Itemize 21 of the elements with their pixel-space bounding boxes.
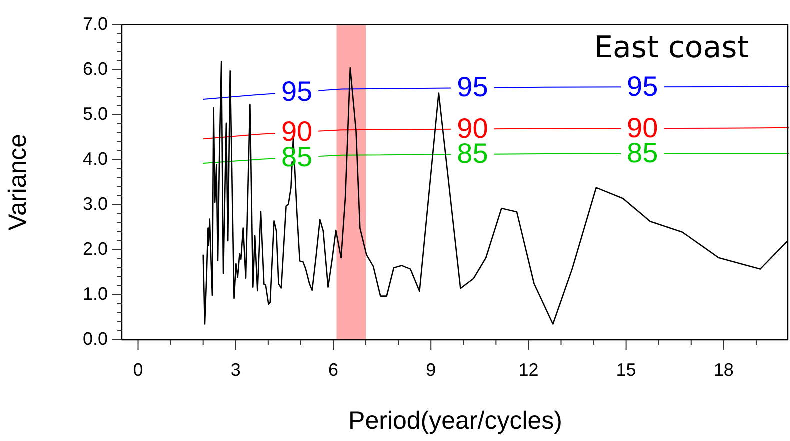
y-tick-label: 7.0 [82,14,108,34]
x-tick-label: 9 [426,360,436,380]
y-axis-title: Variance [4,134,32,231]
x-tick-label: 3 [230,360,241,380]
text: 95 [457,72,488,103]
chart-title: East coast [594,30,750,66]
y-tick-label: 4.0 [82,148,108,169]
x-tick-label: 6 [328,360,338,380]
series-label: 95 [281,76,313,107]
y-tick-label: 1.0 [82,284,108,304]
y-tick-label: 3.0 [82,194,108,214]
y-tick-label: 5.0 [82,104,108,124]
x-axis-title: Period(year/cycles) [348,406,562,435]
y-tick-label: 2.0 [82,238,108,259]
x-tick-label: 18 [714,360,734,380]
y-tick-label: 0.0 [82,328,108,349]
x-tick-label: 15 [616,360,636,380]
x-tick-label: 12 [518,360,539,380]
x-tick-label: 0 [133,360,144,380]
y-tick-label: 6.0 [82,58,108,79]
text: 95 [627,70,658,102]
